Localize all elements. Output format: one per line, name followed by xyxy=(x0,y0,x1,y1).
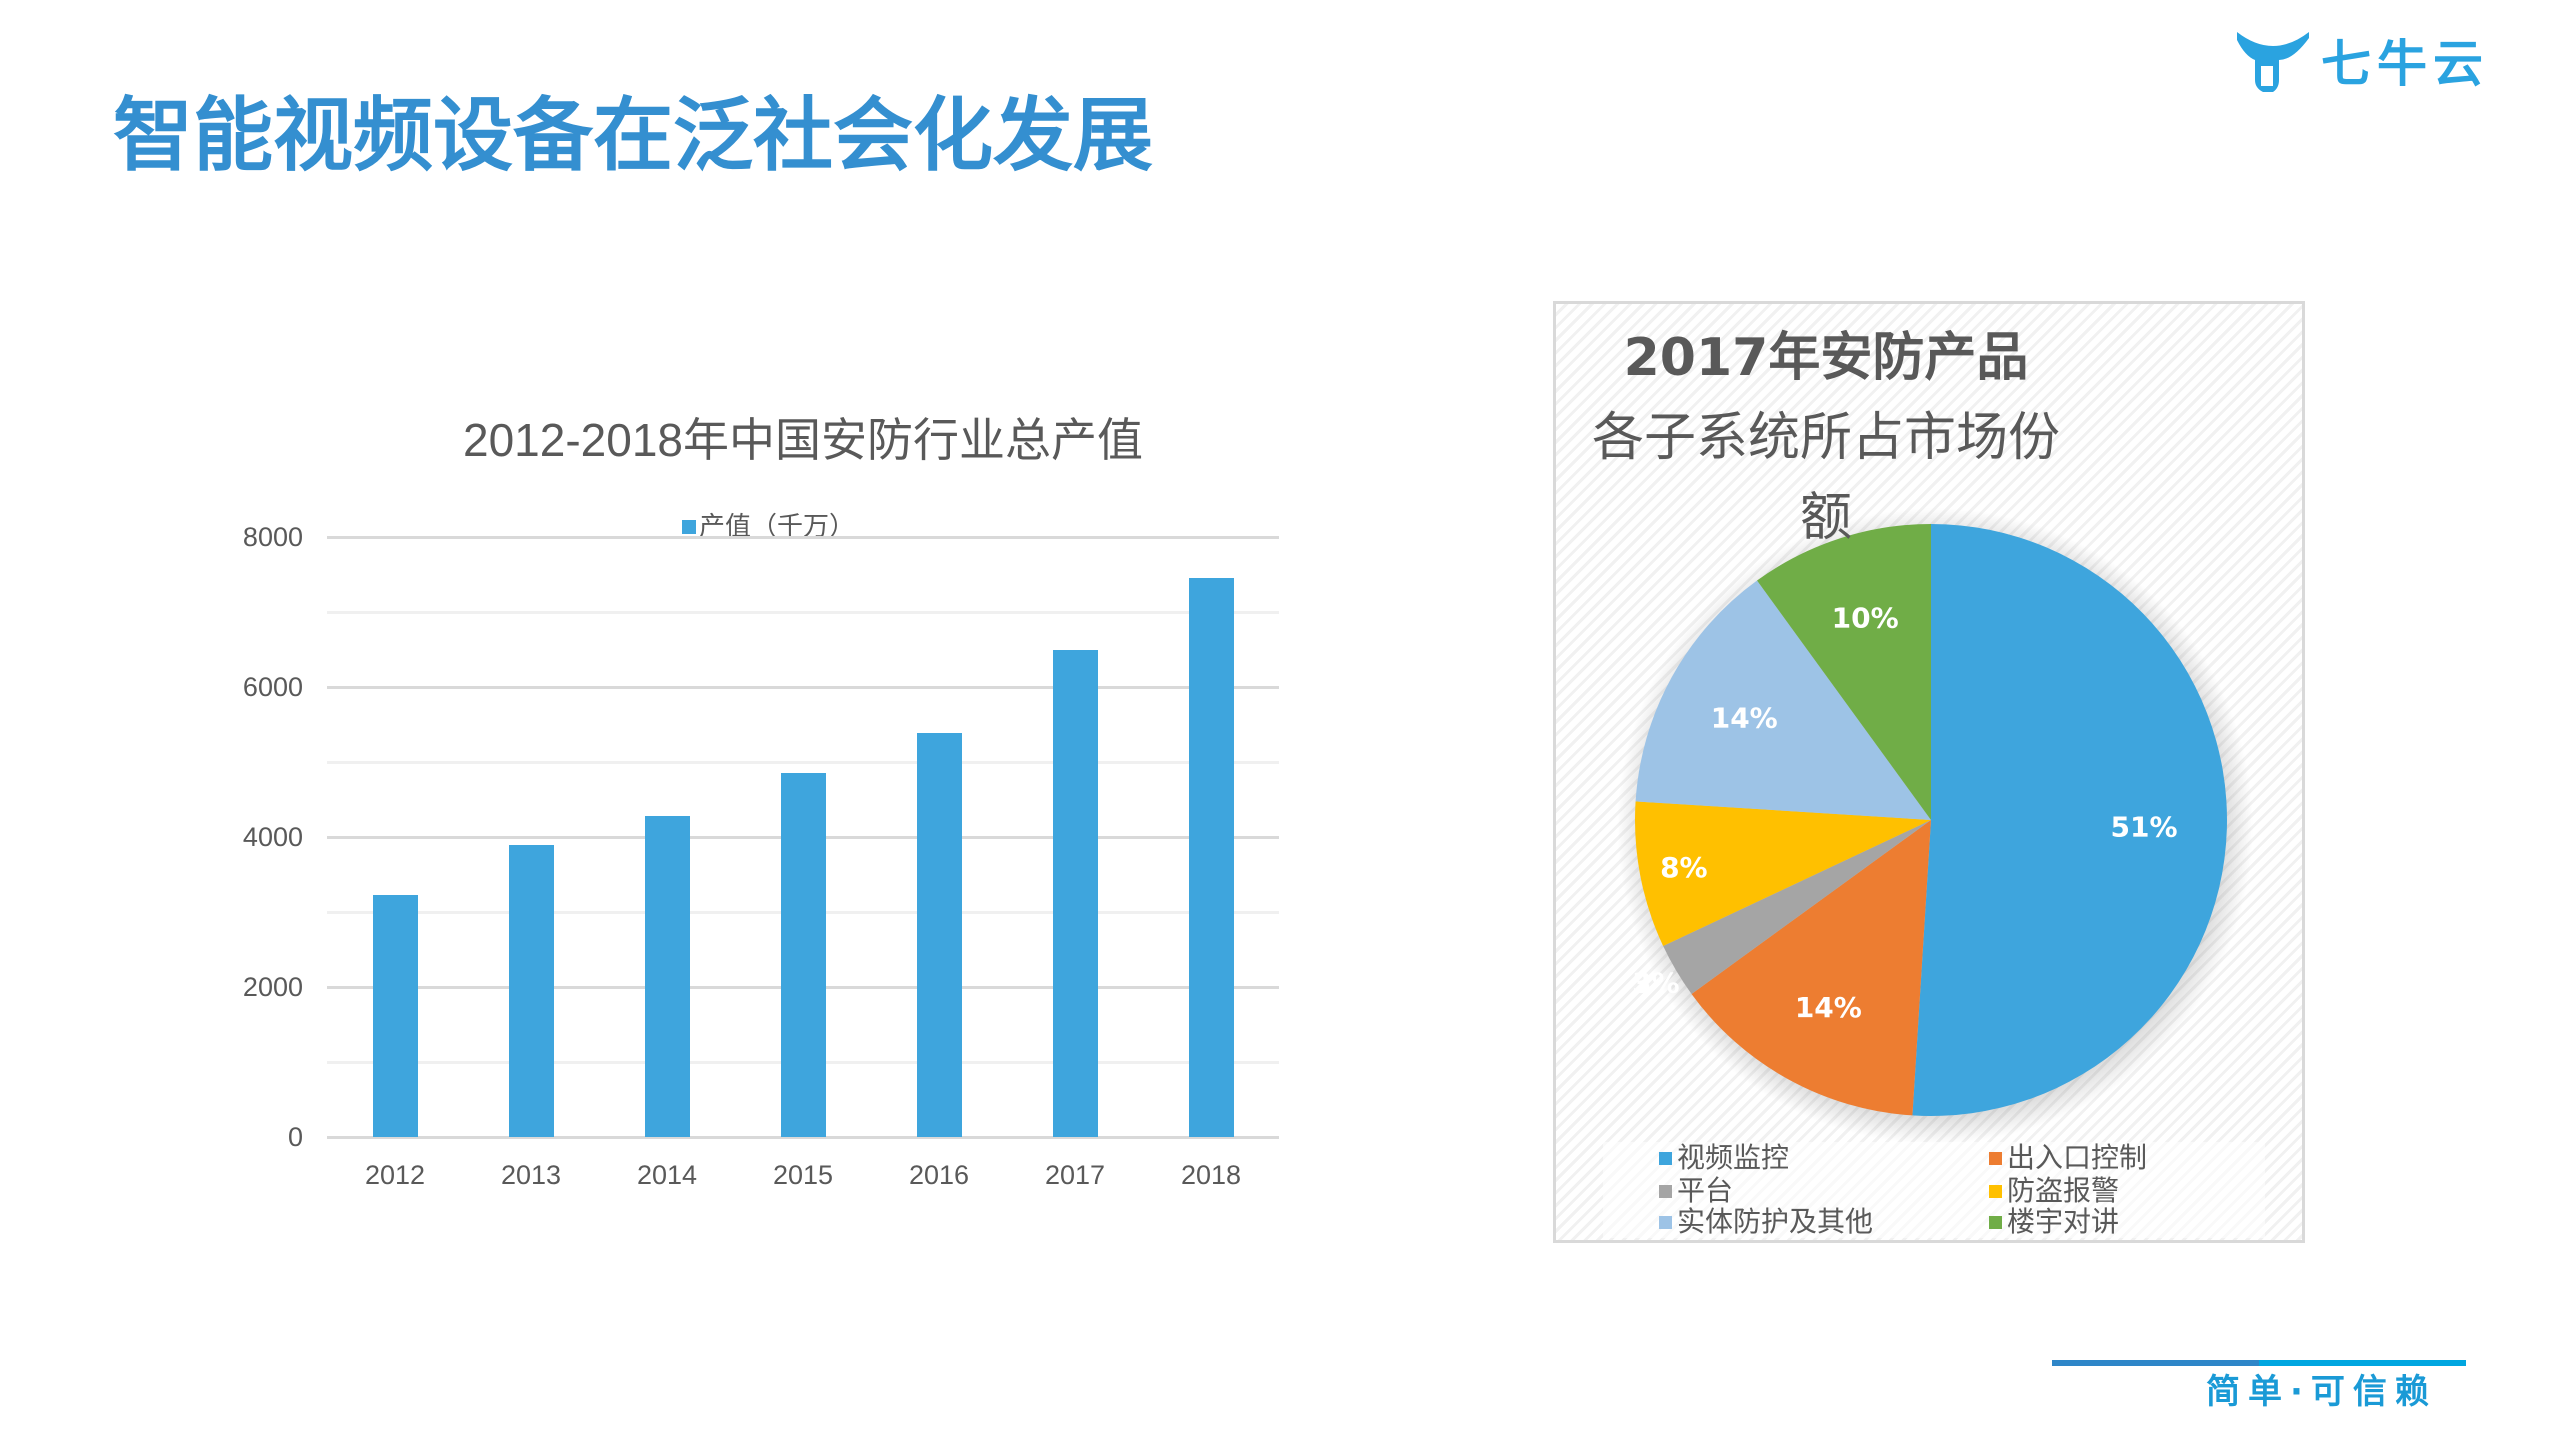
bar-chart-title: 2012-2018年中国安防行业总产值 xyxy=(463,414,1143,466)
bar-2016 xyxy=(916,732,962,1137)
legend-item-platform: 平台 xyxy=(1659,1175,1733,1207)
gridline xyxy=(327,686,1279,689)
pie-slice-4 xyxy=(1635,580,1931,820)
legend-swatch-icon xyxy=(1659,1184,1672,1198)
footer-divider xyxy=(2052,1360,2466,1366)
bar-chart-plot xyxy=(327,536,1279,1139)
x-tick-label: 2014 xyxy=(636,1160,698,1190)
pie-slice-5 xyxy=(1757,524,1931,820)
y-tick-label: 8000 xyxy=(242,522,303,552)
pie-slice-0 xyxy=(1912,524,2227,1116)
pie-title-line-2: 各子系统所占市场份 xyxy=(1591,408,2060,468)
y-tick-label: 0 xyxy=(287,1122,303,1152)
pie-title-line-1: 2017年安防产品 xyxy=(1623,328,2029,388)
pie-chart-legend: 视频监控 出入口控制 平台 防盗报警 实体防护及其他 楼宇对讲 xyxy=(1603,1142,2265,1238)
bar-2017 xyxy=(1052,650,1098,1137)
qiniu-logo: 七牛云 xyxy=(2233,30,2483,96)
x-tick-label: 2013 xyxy=(500,1160,562,1190)
pie-slice-2 xyxy=(1663,820,1931,994)
x-tick-label: 2015 xyxy=(772,1160,834,1190)
gridline xyxy=(327,611,1279,614)
footer-slogan: 简单·可信赖 xyxy=(2206,1372,2437,1412)
legend-item-burglar-alarm: 防盗报警 xyxy=(1989,1175,2119,1207)
pie-slice-1 xyxy=(1691,820,1931,1116)
page-title: 智能视频设备在泛社会化发展 xyxy=(113,89,1153,182)
pie-chart: 51% 14% 3% 8% 14% 10% xyxy=(1617,508,2253,1144)
pie-chart-title: 2017年安防产品 各子系统所占市场份 额 xyxy=(1556,318,2096,558)
gridline xyxy=(327,761,1279,764)
pie-data-label: 3% xyxy=(1632,967,1680,1000)
bar-2013 xyxy=(508,844,554,1137)
x-tick-label: 2018 xyxy=(1180,1160,1242,1190)
logo-text: 七牛云 xyxy=(2321,35,2489,93)
legend-item-physical-protection: 实体防护及其他 xyxy=(1659,1206,1873,1238)
pie-data-label: 14% xyxy=(1711,701,1778,734)
bull-horn-logo-icon xyxy=(2237,32,2309,92)
x-tick-label: 2016 xyxy=(908,1160,970,1190)
gridline xyxy=(327,536,1279,539)
legend-swatch-icon xyxy=(682,520,696,534)
pie-data-label: 8% xyxy=(1660,851,1708,884)
pie-data-label: 51% xyxy=(2110,811,2177,844)
pie-slice-3 xyxy=(1635,801,1931,947)
bar-2015 xyxy=(780,773,826,1137)
legend-item-access-control: 出入口控制 xyxy=(1989,1142,2147,1174)
pie-title-line-3: 额 xyxy=(1799,488,1852,548)
legend-swatch-icon xyxy=(1989,1215,2002,1229)
legend-swatch-icon xyxy=(1989,1184,2002,1198)
legend-swatch-icon xyxy=(1659,1215,1672,1229)
bar-2014 xyxy=(644,816,690,1137)
bar-2018 xyxy=(1188,578,1234,1137)
legend-item-building-intercom: 楼宇对讲 xyxy=(1989,1206,2119,1238)
pie-data-label: 10% xyxy=(1832,601,1899,634)
y-tick-label: 6000 xyxy=(242,672,303,702)
pie-chart-panel: 51% 14% 3% 8% 14% 10% 2017年安防产品 各子系统所占市场份 额 视… xyxy=(1553,301,2305,1243)
legend-swatch-icon xyxy=(1989,1151,2002,1165)
y-tick-label: 4000 xyxy=(242,822,303,852)
pie-data-label: 14% xyxy=(1795,991,1862,1024)
legend-item-video-surveillance: 视频监控 xyxy=(1659,1142,1789,1174)
x-tick-label: 2017 xyxy=(1044,1160,1106,1190)
x-tick-label: 2012 xyxy=(364,1160,426,1190)
y-tick-label: 2000 xyxy=(242,972,303,1002)
legend-swatch-icon xyxy=(1659,1151,1672,1165)
bar-2012 xyxy=(372,894,418,1137)
gridline xyxy=(327,1136,1279,1139)
